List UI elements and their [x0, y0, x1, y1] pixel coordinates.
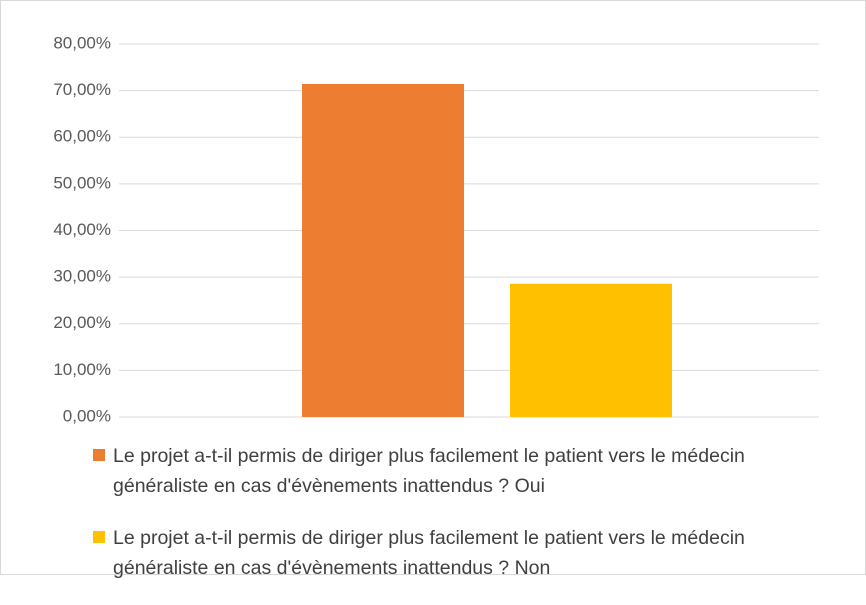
plot-area: 0,00% 10,00% 20,00% 30,00% 40,00% 50,00% 60,00…	[53, 33, 819, 425]
legend-label: Le projet a-t-il permis de diriger plus …	[113, 445, 745, 497]
y-tick-label: 20,00%	[53, 313, 111, 332]
y-tick-label: 80,00%	[53, 33, 111, 52]
legend-swatch	[93, 531, 105, 543]
legend-swatch	[93, 449, 105, 461]
y-tick-label: 10,00%	[53, 360, 111, 379]
bar	[302, 83, 464, 417]
y-tick-label: 50,00%	[53, 173, 111, 192]
chart: 0,00% 10,00% 20,00% 30,00% 40,00% 50,00% 60,00…	[0, 0, 866, 579]
legend: Le projet a-t-il permis de diriger plus …	[91, 441, 811, 605]
y-tick-label: 60,00%	[53, 127, 111, 146]
y-tick-label: 30,00%	[53, 267, 111, 286]
y-tick-label: 70,00%	[53, 80, 111, 99]
legend-label: Le projet a-t-il permis de diriger plus …	[113, 527, 745, 579]
y-tick-label: 40,00%	[53, 220, 111, 239]
legend-entry: Le projet a-t-il permis de diriger plus …	[91, 441, 811, 501]
y-tick-label: 0,00%	[63, 406, 111, 425]
legend-entry: Le projet a-t-il permis de diriger plus …	[91, 523, 811, 583]
bar	[510, 283, 672, 417]
